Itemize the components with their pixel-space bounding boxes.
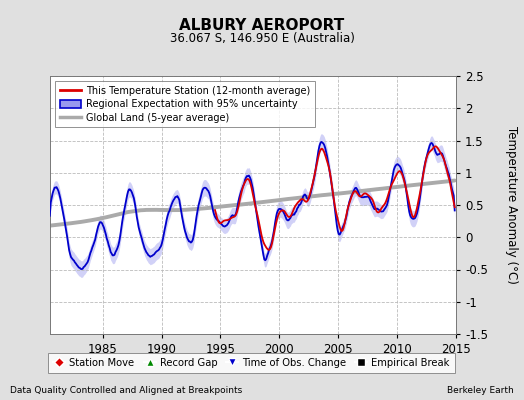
Text: Data Quality Controlled and Aligned at Breakpoints: Data Quality Controlled and Aligned at B…: [10, 386, 243, 395]
Text: 36.067 S, 146.950 E (Australia): 36.067 S, 146.950 E (Australia): [170, 32, 354, 45]
Text: Berkeley Earth: Berkeley Earth: [447, 386, 514, 395]
Legend: This Temperature Station (12-month average), Regional Expectation with 95% uncer: This Temperature Station (12-month avera…: [54, 81, 315, 127]
Legend: Station Move, Record Gap, Time of Obs. Change, Empirical Break: Station Move, Record Gap, Time of Obs. C…: [48, 353, 455, 373]
Y-axis label: Temperature Anomaly (°C): Temperature Anomaly (°C): [505, 126, 518, 284]
Text: ALBURY AEROPORT: ALBURY AEROPORT: [179, 18, 345, 33]
